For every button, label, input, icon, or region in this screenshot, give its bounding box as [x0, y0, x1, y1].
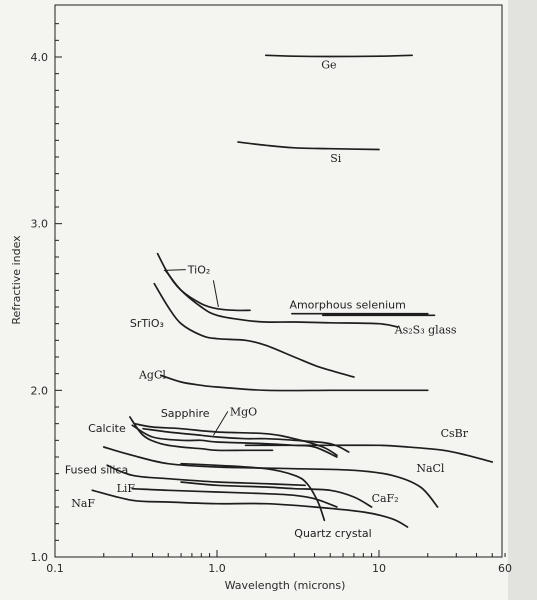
page-edge-shadow: [508, 0, 537, 600]
plot-frame: [54, 4, 503, 558]
y-tick-label: 2.0: [31, 384, 49, 397]
curve-nacl: [102, 446, 439, 508]
label-si: Si: [330, 152, 342, 165]
curve-srtio: [153, 282, 355, 378]
label-as2s3-glass: As₂S₃ glass: [394, 324, 457, 337]
label-tio2: TiO₂: [187, 264, 211, 277]
curve-mgo: [142, 427, 350, 453]
label-srtio3: SrTiO₃: [130, 317, 164, 330]
label-calcite: Calcite: [88, 422, 126, 435]
curve-tio: [156, 252, 251, 312]
label-mgo: MgO: [230, 405, 257, 418]
x-tick-label: 10: [372, 562, 386, 575]
x-axis-label: Wavelength (microns): [225, 579, 346, 592]
curve-fused-silica: [106, 464, 306, 487]
curve-quartz-crystal: [180, 462, 326, 522]
curve-as-s-glass: [164, 269, 399, 328]
label-csbr: CsBr: [441, 427, 469, 440]
curve-agcl: [159, 374, 429, 392]
leader-tio2-pointer: [212, 280, 219, 308]
tick-labels-layer: 1.02.03.04.00.1 1.0 10 60: [31, 51, 513, 575]
curve-ge: [264, 54, 413, 58]
label-sapphire: Sapphire: [161, 407, 210, 420]
leader-mgo: [212, 411, 229, 436]
curve-lif: [131, 487, 338, 508]
leader-lines-layer: [163, 269, 429, 436]
label-agcl: AgCl: [138, 369, 166, 382]
label-quartz-crystal: Quartz crystal: [294, 527, 371, 540]
y-axis-label: Refractive index: [10, 235, 23, 325]
ticks-layer: [54, 23, 506, 558]
curve-csbr: [244, 444, 494, 463]
series-labels-layer: Ge Si TiO₂ Amorphous selenium As₂S₃ glass SrT…: [65, 59, 469, 540]
curves-layer: [91, 54, 494, 528]
curve-caf: [180, 481, 373, 508]
curve-sapphire: [133, 422, 338, 457]
leader-tio2: [163, 269, 186, 271]
y-tick-label: 1.0: [31, 551, 49, 564]
curve-naf: [91, 489, 409, 528]
curve-calcite: [129, 416, 274, 452]
y-tick-label: 3.0: [31, 218, 49, 231]
x-tick-label: 0.1: [46, 562, 64, 575]
curve-si: [237, 141, 380, 151]
label-ge: Ge: [321, 59, 336, 72]
label-fused-silica: Fused silica: [65, 464, 128, 477]
x-tick-label: 60: [498, 562, 512, 575]
label-caf2: CaF₂: [372, 492, 399, 505]
y-tick-label: 4.0: [31, 51, 49, 64]
label-lif: LiF: [117, 482, 136, 495]
label-naf: NaF: [71, 497, 95, 510]
label-nacl: NaCl: [416, 462, 445, 475]
label-amorphous-selenium: Amorphous selenium: [289, 299, 405, 312]
x-tick-label: 1.0: [208, 562, 226, 575]
